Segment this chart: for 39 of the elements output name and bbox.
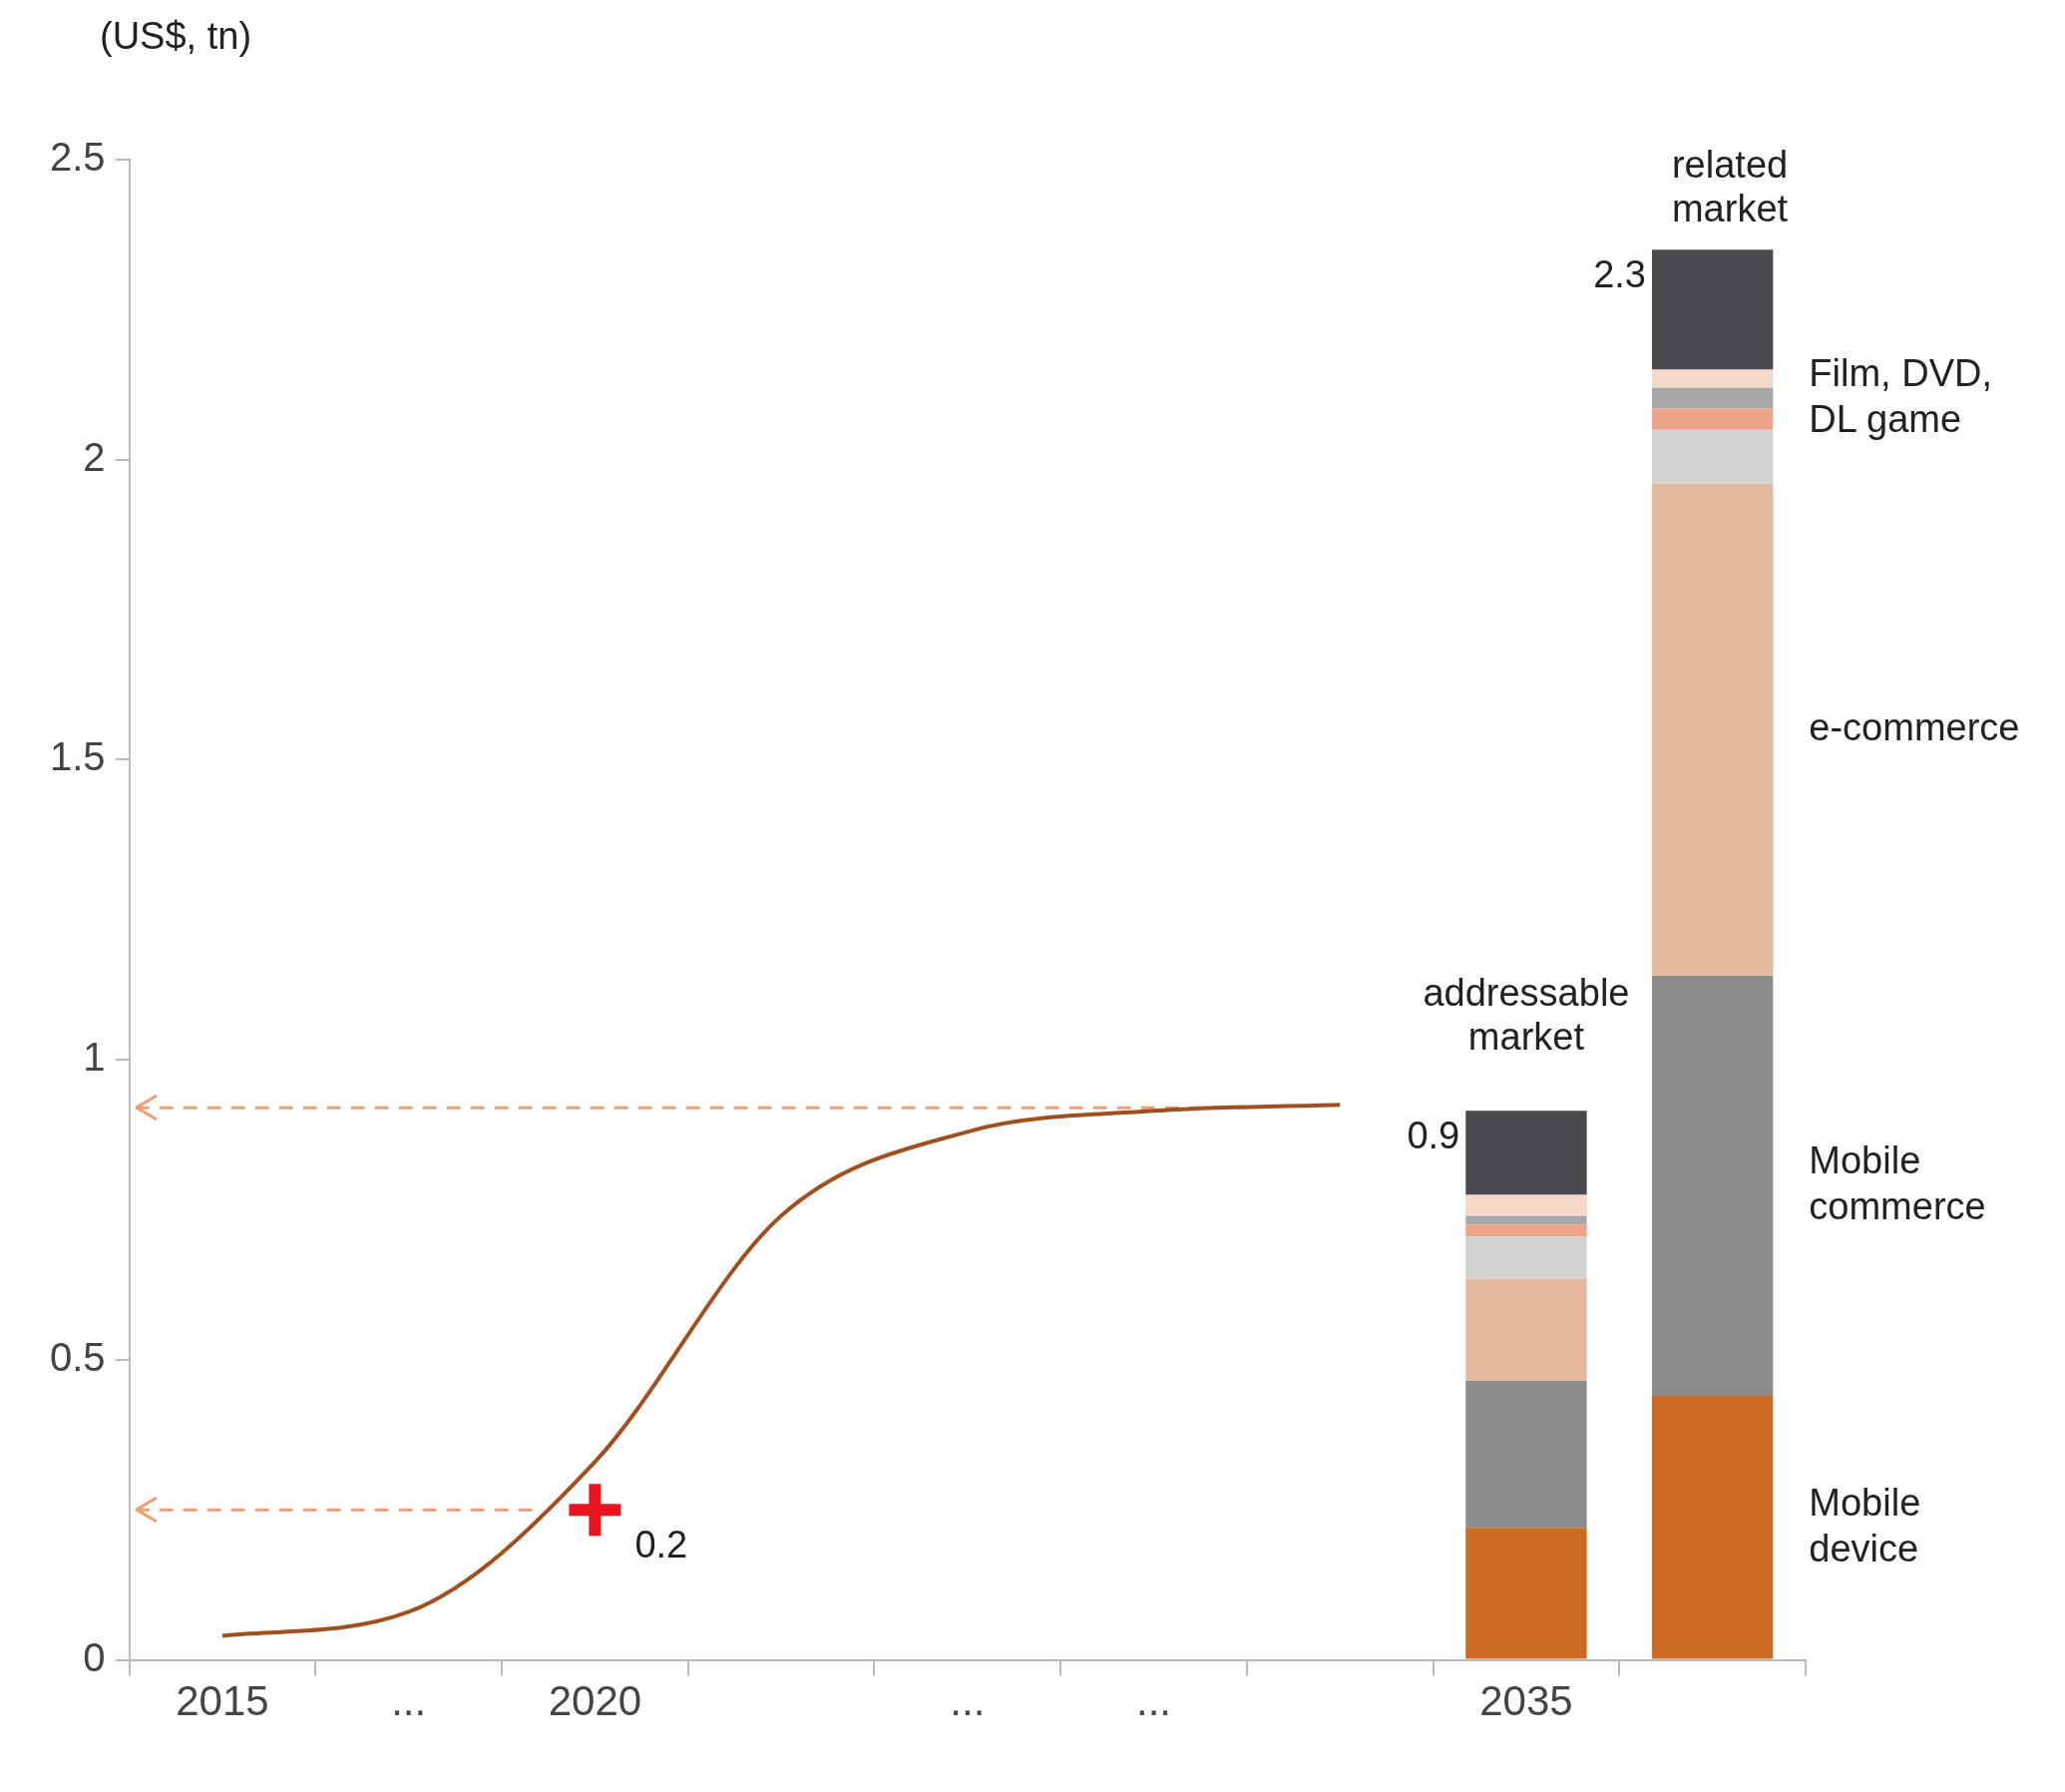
bar	[1465, 1278, 1587, 1381]
line-series	[219, 1103, 1343, 1638]
bar	[1651, 483, 1774, 976]
annotation: 0.2	[634, 1523, 688, 1566]
series-label: Film, DVD, DL game	[1809, 351, 1992, 440]
bar	[1465, 1111, 1587, 1195]
x-tick-label: 2035	[1479, 1677, 1573, 1725]
bar	[1651, 369, 1774, 388]
total-label: 2.3	[1593, 252, 1646, 295]
annotation: related market	[1671, 143, 1789, 229]
x-tick-label: ...	[950, 1677, 986, 1725]
series-label: e-commerce	[1809, 705, 2020, 748]
y-tick-label: 2	[83, 434, 106, 479]
y-tick-label: 1	[83, 1035, 106, 1080]
bar	[1465, 1380, 1587, 1529]
bar	[1651, 429, 1774, 484]
series-label: Mobile commerce	[1809, 1138, 1986, 1227]
bar	[1651, 975, 1774, 1396]
x-tick-label: ...	[391, 1677, 427, 1725]
x-tick-label: 2015	[176, 1677, 269, 1725]
bar	[1465, 1215, 1587, 1225]
x-tick-label: ...	[1136, 1677, 1172, 1725]
total-label: 0.9	[1407, 1114, 1460, 1156]
y-tick-label: 0.5	[50, 1334, 106, 1379]
y-tick-label: 1.5	[50, 734, 106, 779]
bar	[1651, 408, 1774, 430]
bar	[1465, 1236, 1587, 1279]
y-tick-label: 2.5	[50, 135, 106, 180]
bar	[1651, 387, 1774, 409]
bar	[1465, 1528, 1587, 1659]
bar	[1651, 249, 1774, 370]
x-tick-label: 2020	[548, 1677, 642, 1725]
bar	[1465, 1224, 1587, 1237]
bar	[1651, 1395, 1774, 1659]
y-axis-title: (US$, tn)	[100, 15, 252, 58]
series-label: Mobile device	[1809, 1481, 1921, 1569]
y-tick-label: 0	[83, 1634, 106, 1679]
annotation: addressable market	[1423, 971, 1630, 1058]
bar	[1465, 1194, 1587, 1216]
